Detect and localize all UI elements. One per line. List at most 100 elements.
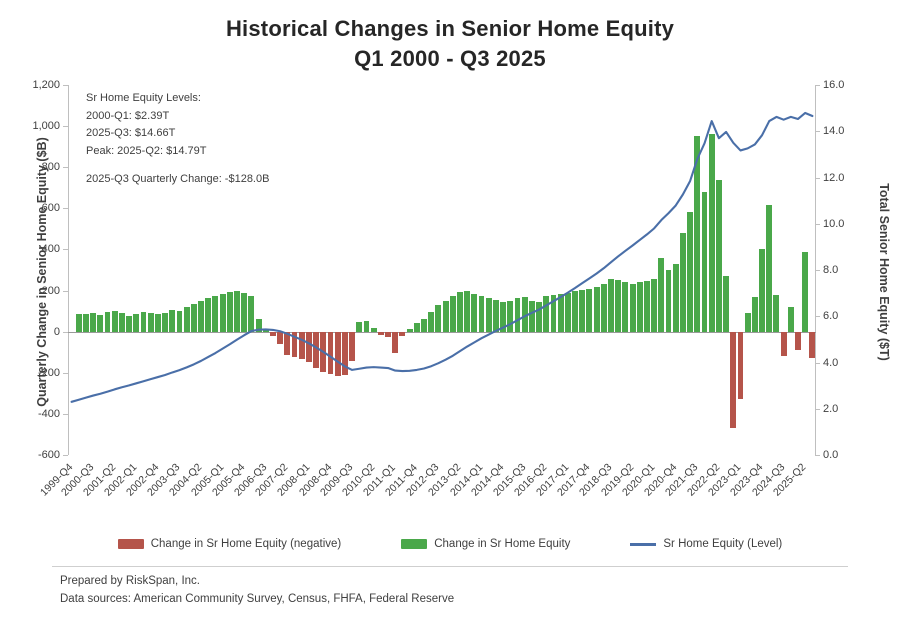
y-axis-right-tick	[815, 408, 820, 410]
bar-negative	[334, 331, 341, 376]
bar-positive	[104, 312, 111, 332]
y-axis-left-tick	[63, 85, 68, 86]
legend-swatch	[117, 539, 144, 549]
bar-positive	[226, 291, 233, 332]
bar-positive	[802, 251, 809, 332]
bar-positive	[658, 257, 665, 332]
bar-positive	[651, 279, 658, 332]
y-axis-left-tick-label: -200	[37, 366, 60, 379]
y-axis-left-tick-label: 1,000	[32, 120, 60, 133]
annotation-heading: Sr Home Equity Levels:	[86, 92, 201, 104]
annotation-block: Sr Home Equity Levels: 2000-Q1: $2.39T 2…	[86, 90, 269, 189]
bar-positive	[198, 300, 204, 332]
bar-positive	[615, 280, 622, 332]
bar-positive	[759, 249, 765, 332]
bar-positive	[579, 289, 586, 332]
footer-prepared-by: Prepared by RiskSpan, Inc.	[60, 575, 200, 587]
y-axis-right-tick-label: 10.0	[823, 217, 845, 230]
y-axis-right-tick	[815, 270, 820, 271]
bar-positive	[457, 291, 463, 332]
bar-positive	[370, 327, 377, 332]
y-axis-right-tick-label: 4.0	[823, 356, 839, 369]
y-axis-left-tick	[63, 249, 68, 251]
bar-positive	[363, 321, 370, 332]
bar-positive	[514, 297, 521, 332]
bar-positive	[255, 319, 262, 332]
bar-positive	[672, 263, 679, 332]
bar-positive	[262, 329, 269, 332]
bar-negative	[313, 331, 320, 368]
y-axis-right-tick-label: 2.0	[823, 402, 839, 415]
y-axis-left-tick	[63, 372, 68, 374]
y-axis-left-tick-label: -600	[37, 449, 60, 461]
zero-baseline	[68, 331, 816, 333]
y-axis-left-tick-label: 800	[41, 161, 60, 174]
bar-positive	[593, 287, 600, 332]
bar-positive	[751, 296, 758, 332]
bar-positive	[97, 315, 104, 332]
bar-positive	[435, 304, 442, 332]
y-axis-left-tick	[63, 455, 68, 456]
bar-positive	[162, 312, 169, 332]
bar-positive	[413, 323, 420, 332]
bar-negative	[349, 331, 356, 362]
y-axis-right-tick-label: 12.0	[823, 171, 845, 184]
bar-positive	[550, 294, 557, 332]
annotation-start-level: 2000-Q1: $2.39T	[86, 109, 170, 122]
y-axis-right-tick	[815, 131, 820, 133]
bar-positive	[636, 282, 643, 332]
bar-positive	[133, 313, 140, 332]
bar-positive	[75, 314, 82, 332]
bar-positive	[773, 294, 780, 332]
bar-positive	[205, 297, 212, 332]
bar-negative	[377, 331, 384, 335]
bar-negative	[305, 331, 312, 363]
bar-positive	[687, 212, 694, 332]
bar-positive	[442, 300, 449, 332]
bar-positive	[507, 300, 514, 332]
legend-item[interactable]: Change in Sr Home Equity (negative)	[117, 538, 341, 550]
y-axis-right-title: Total Senior Home Equity ($T)	[877, 183, 891, 361]
bar-positive	[126, 315, 133, 332]
bar-positive	[528, 300, 535, 332]
legend-item[interactable]: Sr Home Equity (Level)	[630, 538, 782, 550]
bar-positive	[219, 293, 226, 332]
bar-positive	[83, 313, 89, 332]
bar-negative	[277, 331, 284, 344]
bar-positive	[629, 284, 636, 332]
legend-swatch	[401, 539, 428, 549]
bar-positive	[449, 295, 456, 332]
y-axis-left-line	[68, 85, 69, 455]
bar-negative	[341, 331, 348, 375]
y-axis-left-tick-label: 0	[53, 325, 60, 338]
bar-positive	[485, 297, 492, 332]
legend-label: Sr Home Equity (Level)	[663, 538, 783, 550]
bar-positive	[90, 312, 97, 332]
bar-positive	[111, 311, 118, 332]
bar-positive	[140, 312, 147, 332]
bar-positive	[564, 292, 571, 332]
annotation-spacer	[86, 160, 269, 171]
y-axis-left-tick-label: -400	[37, 407, 60, 420]
bar-positive	[701, 191, 708, 332]
legend-item[interactable]: Change in Sr Home Equity	[401, 538, 570, 550]
y-axis-right-tick	[815, 85, 820, 86]
bar-positive	[183, 307, 190, 332]
y-axis-right-tick	[815, 316, 820, 318]
y-axis-right-tick	[815, 223, 820, 225]
bar-negative	[385, 331, 391, 337]
bar-positive	[665, 270, 672, 332]
x-axis-labels: 1999-Q4 2000-Q3 2001-Q2 2002-Q1 2002-Q4 2003-…	[38, 459, 828, 529]
footer-divider	[52, 566, 848, 567]
bar-positive	[428, 312, 435, 332]
y-axis-right-tick	[815, 362, 820, 364]
bar-positive	[406, 328, 413, 332]
y-axis-left-tick	[63, 167, 68, 169]
bar-negative	[298, 331, 305, 360]
bar-positive	[471, 293, 478, 332]
legend-swatch	[630, 542, 657, 546]
y-axis-right-tick-label: 14.0	[823, 125, 845, 138]
bar-positive	[572, 290, 578, 332]
chart-title-block: Historical Changes in Senior Home Equity…	[0, 14, 900, 74]
